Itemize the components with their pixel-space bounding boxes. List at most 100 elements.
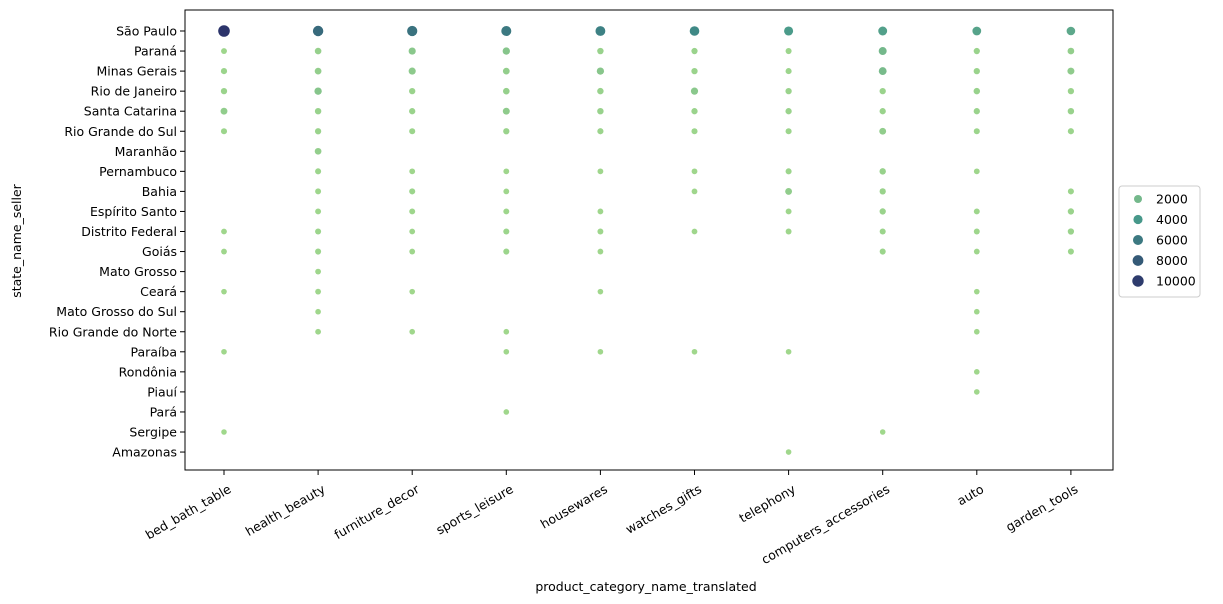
- y-tick-label: Amazonas: [112, 445, 177, 460]
- data-point: [407, 25, 418, 37]
- data-point: [691, 348, 698, 355]
- y-tick-label: Paraíba: [130, 344, 177, 359]
- data-point: [1067, 107, 1075, 115]
- data-point: [785, 88, 792, 95]
- y-tick-label: Sergipe: [129, 425, 177, 440]
- data-point: [973, 47, 980, 55]
- data-point: [691, 128, 698, 135]
- data-point: [221, 248, 227, 255]
- data-point: [597, 168, 604, 175]
- data-point: [409, 188, 416, 195]
- data-point: [597, 208, 604, 215]
- data-point: [1067, 248, 1074, 255]
- data-point: [314, 107, 322, 115]
- legend-label: 6000: [1156, 233, 1188, 248]
- data-point: [315, 228, 322, 235]
- legend: 2000 4000 6000 8000 10000: [1118, 185, 1201, 298]
- y-tick-label: Goiás: [142, 244, 177, 259]
- data-point: [1067, 228, 1075, 235]
- data-point: [409, 88, 416, 95]
- data-point: [973, 389, 980, 395]
- y-tick-label: Pará: [150, 404, 177, 419]
- x-tick-label: bed_bath_table: [143, 481, 234, 542]
- data-point: [691, 168, 698, 175]
- data-point: [315, 328, 322, 335]
- y-axis: São Paulo Paraná Minas Gerais Rio de Janeir…: [49, 24, 185, 460]
- data-points: [218, 25, 1076, 455]
- legend-label: 4000: [1156, 212, 1188, 227]
- data-point: [503, 188, 510, 195]
- x-axis: bed_bath_table health_beauty furniture_dec…: [143, 470, 1080, 567]
- data-point: [597, 248, 604, 255]
- data-point: [878, 47, 887, 56]
- y-axis-title: state_name_seller: [9, 183, 24, 297]
- data-point: [408, 67, 416, 75]
- data-point: [691, 228, 698, 235]
- data-point: [691, 47, 698, 55]
- data-point: [879, 228, 886, 235]
- y-tick-label: Mato Grosso: [99, 264, 177, 279]
- data-point: [879, 108, 886, 115]
- data-point: [879, 429, 886, 435]
- data-point: [973, 369, 980, 375]
- y-tick-label: Maranhão: [115, 144, 177, 159]
- legend-marker: [1132, 234, 1144, 246]
- y-tick-label: São Paulo: [116, 24, 177, 39]
- y-tick-label: Rio de Janeiro: [91, 84, 177, 99]
- data-point: [785, 68, 792, 75]
- data-point: [1067, 47, 1075, 55]
- y-tick-label: Ceará: [140, 284, 177, 299]
- data-point: [785, 348, 792, 355]
- data-point: [221, 288, 227, 295]
- data-point: [408, 47, 416, 55]
- data-point: [409, 128, 416, 135]
- data-point: [973, 108, 980, 115]
- data-point: [503, 168, 510, 175]
- data-point: [597, 288, 604, 295]
- data-point: [785, 449, 792, 455]
- y-tick-label: Bahia: [142, 184, 177, 199]
- data-point: [315, 288, 322, 295]
- data-point: [503, 208, 510, 215]
- legend-marker: [1132, 275, 1144, 287]
- data-point: [879, 88, 886, 95]
- data-point: [314, 147, 322, 155]
- legend-marker: [1134, 195, 1142, 203]
- data-point: [879, 168, 886, 175]
- data-point: [973, 328, 980, 335]
- data-point: [409, 328, 416, 335]
- data-point: [973, 228, 980, 235]
- y-tick-label: Pernambuco: [99, 164, 177, 179]
- data-point: [221, 48, 227, 55]
- plot-frame: [184, 9, 1114, 471]
- data-point: [1067, 88, 1075, 95]
- data-point: [785, 48, 792, 55]
- data-point: [879, 127, 887, 135]
- data-point: [218, 25, 230, 37]
- data-point: [691, 108, 698, 115]
- data-point: [973, 67, 980, 75]
- data-point: [879, 248, 886, 255]
- data-point: [785, 228, 792, 235]
- data-point: [315, 188, 322, 195]
- data-point: [1067, 67, 1075, 75]
- data-point: [409, 208, 416, 215]
- legend-label: 8000: [1156, 253, 1188, 268]
- data-point: [691, 67, 698, 75]
- y-tick-label: Paraná: [134, 44, 177, 59]
- data-point: [597, 107, 604, 115]
- y-tick-label: Rio Grande do Sul: [64, 124, 177, 139]
- data-point: [312, 25, 324, 37]
- data-point: [597, 128, 604, 135]
- data-point: [973, 87, 981, 95]
- x-tick-label: auto: [954, 481, 986, 508]
- data-point: [503, 409, 510, 415]
- data-point: [1067, 188, 1074, 195]
- data-point: [973, 248, 980, 255]
- data-point: [409, 288, 416, 295]
- data-point: [597, 228, 604, 235]
- data-point: [597, 348, 604, 355]
- data-point: [409, 168, 416, 175]
- y-tick-label: Rondônia: [119, 364, 177, 379]
